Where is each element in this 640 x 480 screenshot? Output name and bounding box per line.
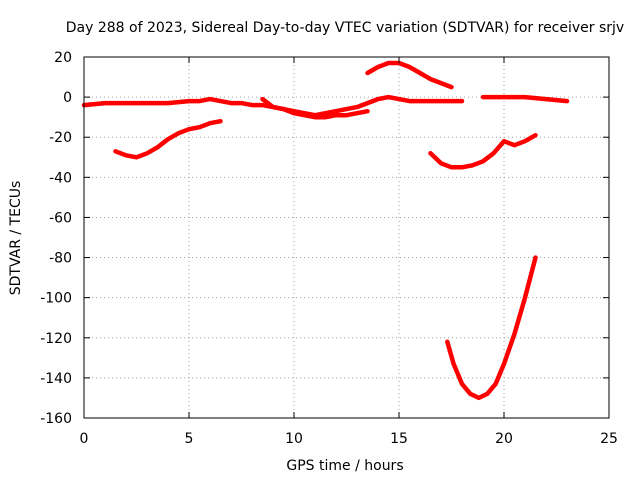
y-axis: -160 -140 -120 -100 -80 -60 -40 -20 0 20 [40, 50, 609, 427]
x-tick-label-2: 10 [285, 431, 303, 447]
y-tick-label-4: -80 [49, 251, 72, 267]
x-tick-label-0: 0 [80, 431, 89, 447]
series-group [81, 60, 570, 401]
y-tick-label-8: 0 [63, 90, 72, 106]
x-tick-label-3: 15 [390, 431, 408, 447]
series-main-trace-lower [260, 96, 370, 120]
x-axis: 0 5 10 15 20 25 [80, 57, 618, 447]
y-tick-label-2: -120 [40, 331, 72, 347]
y-tick-label-9: 20 [54, 50, 72, 66]
x-tick-label-5: 25 [600, 431, 618, 447]
x-axis-label: GPS time / hours [286, 458, 403, 474]
y-tick-label-5: -60 [49, 210, 72, 226]
chart-title: Day 288 of 2023, Sidereal Day-to-day VTE… [66, 20, 624, 36]
y-tick-label-7: -20 [49, 130, 72, 146]
series-late-baseline [480, 94, 570, 104]
series-evening-dip [428, 132, 538, 170]
y-axis-label: SDTVAR / TECUs [8, 181, 24, 296]
x-tick-label-1: 5 [185, 431, 194, 447]
series-morning-dip [113, 118, 223, 160]
series-deep-dip [445, 255, 538, 401]
y-tick-label-0: -160 [40, 411, 72, 427]
series-afternoon-hump [365, 60, 454, 90]
y-tick-label-6: -40 [49, 170, 72, 186]
plot-frame [83, 56, 610, 419]
y-tick-label-3: -100 [40, 291, 72, 307]
y-tick-label-1: -140 [40, 371, 72, 387]
x-tick-label-4: 20 [495, 431, 513, 447]
